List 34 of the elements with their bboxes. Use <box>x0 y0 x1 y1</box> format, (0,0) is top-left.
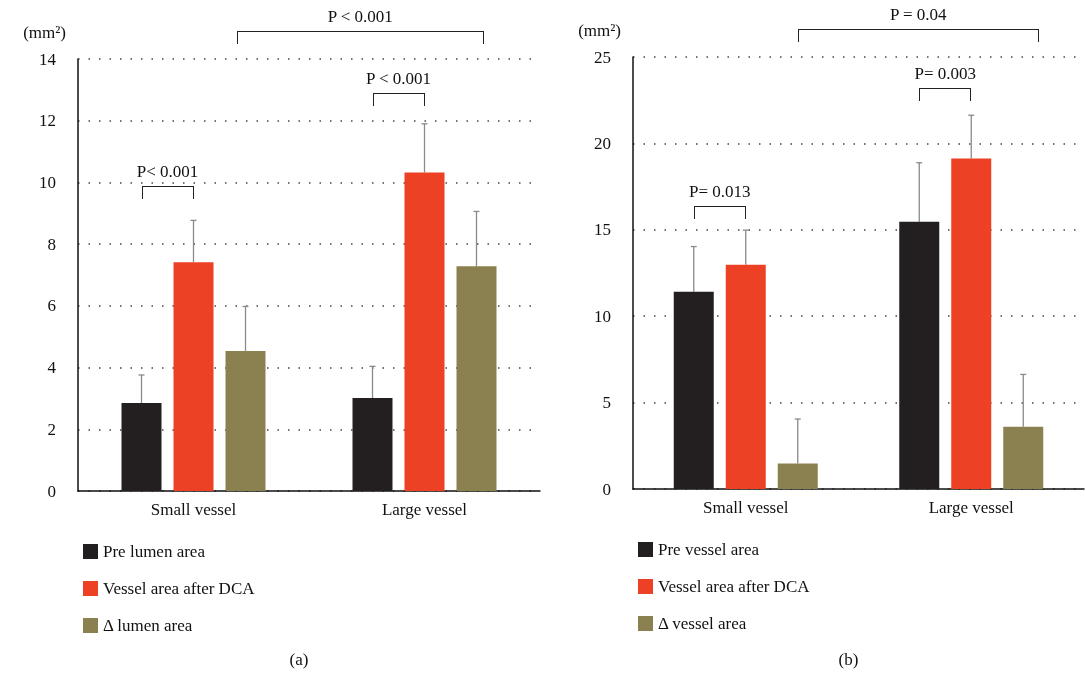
x-tick-label: Large vessel <box>381 500 468 519</box>
y-tick-label: 5 <box>602 393 611 413</box>
legend-label: Pre lumen area <box>103 542 206 561</box>
y-tick-label: 6 <box>47 296 56 316</box>
legend-label: Pre vessel area <box>658 540 760 559</box>
y-axis-title: (mm²) <box>23 23 66 42</box>
y-tick-label: 14 <box>39 49 57 69</box>
x-tick-label: Large vessel <box>928 498 1015 517</box>
y-tick-label: 8 <box>47 234 56 254</box>
legend-label: Δ lumen area <box>103 616 193 635</box>
y-axis-title: (mm²) <box>578 21 621 40</box>
annotation: P < 0.001 <box>365 68 432 89</box>
legend-label: Vessel area after DCA <box>658 577 811 596</box>
y-tick-label: 20 <box>594 133 611 153</box>
y-tick-label: 10 <box>39 172 56 192</box>
y-tick-label: 4 <box>47 358 57 378</box>
text: (a) <box>289 650 309 670</box>
y-tick-label: 0 <box>602 479 611 499</box>
text: (b) <box>838 650 859 670</box>
y-tick-label: 12 <box>39 111 56 131</box>
legend-label: Δ vessel area <box>658 614 747 633</box>
x-tick-label: Small vessel <box>150 500 237 519</box>
y-tick-label: 0 <box>47 481 56 501</box>
y-tick-label: 10 <box>594 306 611 326</box>
annotation: P= 0.003 <box>914 64 977 85</box>
y-tick-label: 15 <box>594 220 611 240</box>
x-tick-label: Small vessel <box>703 498 789 517</box>
annotation: P= 0.013 <box>688 181 751 202</box>
y-tick-label: 25 <box>594 47 611 67</box>
legend-label: Vessel area after DCA <box>103 579 256 598</box>
text: P < 0.001 <box>327 7 393 27</box>
y-tick-label: 2 <box>47 419 56 439</box>
annotation: P< 0.001 <box>136 161 199 182</box>
text: P = 0.04 <box>889 5 947 25</box>
